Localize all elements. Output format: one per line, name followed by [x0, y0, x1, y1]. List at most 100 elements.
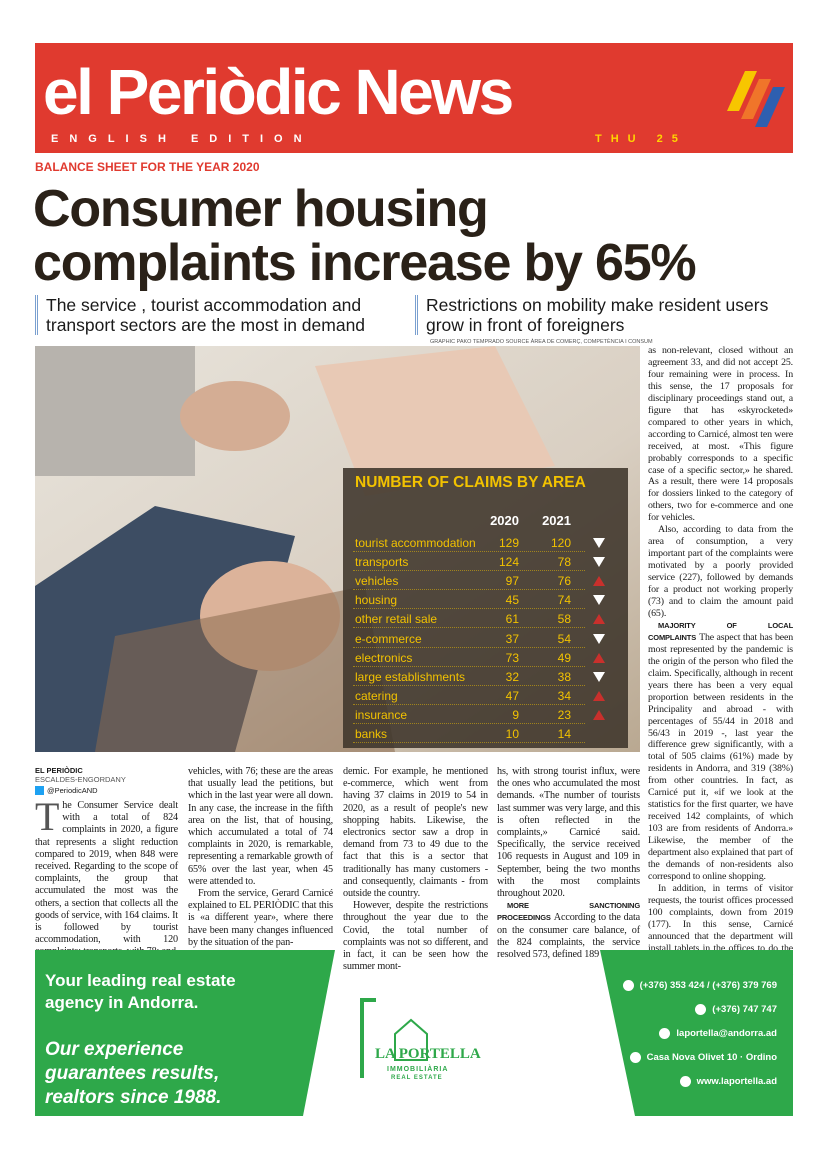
trend-arrow	[593, 690, 605, 701]
value-2021: 76	[557, 574, 571, 589]
paragraph-text: From the service, Gerard Carnicé explain…	[188, 888, 333, 948]
column-header: 2021	[542, 513, 571, 528]
brand: LA PORTELLA	[375, 1046, 481, 1062]
contact-text: Casa Nova Olivet 10 · Ordino	[646, 1052, 777, 1063]
value-2021: 78	[557, 555, 571, 570]
area-label: vehicles	[355, 574, 399, 589]
row-divider	[353, 742, 585, 743]
lead-in: MAJORITY OF LOCAL COMPLAINTS	[648, 620, 793, 642]
paragraph: MAJORITY OF LOCAL COMPLAINTS The aspect t…	[648, 620, 793, 883]
contact-text: (+376) 353 424 / (+376) 379 769	[639, 980, 777, 991]
headline: complaints increase by 65%	[33, 234, 697, 292]
kicker: BALANCE SHEET FOR THE YEAR 2020	[35, 160, 260, 174]
logo-stripes	[727, 71, 785, 127]
paragraph-text: According to the data on the consumer ca…	[497, 912, 640, 961]
row-divider	[353, 589, 585, 591]
masthead-title: el Periòdic News	[43, 56, 514, 128]
paragraph: demic. For example, he mentioned e-comme…	[343, 766, 488, 900]
paragraph-text: as non-relevant, closed without an agree…	[648, 345, 793, 524]
masthead: el Periòdic News ENGLISH EDITION THU 25	[35, 43, 793, 153]
contact: laportella@andorra.ad	[659, 1028, 777, 1039]
ad-claim: Our experience guarantees results, realt…	[45, 1039, 222, 1108]
paragraph-text: However, despite the restrictions throug…	[343, 900, 488, 973]
value-2021: 14	[557, 727, 571, 741]
subhead: The service , tourist accommodation and …	[35, 295, 395, 335]
row-divider	[353, 722, 585, 724]
brand-sub: REAL ESTATE	[391, 1075, 443, 1081]
value-2021: 38	[557, 669, 571, 684]
value-2020: 61	[505, 612, 519, 627]
paragraph-text: The aspect that has been most represente…	[648, 631, 793, 882]
value-2020: 37	[505, 631, 519, 646]
trend-arrow	[593, 557, 605, 568]
subhead: Restrictions on mobility make resident u…	[415, 295, 795, 335]
trend-arrow	[593, 709, 605, 720]
claims-table: NUMBER OF CLAIMS BY AREA 2020 2021 tourist …	[343, 468, 628, 748]
area-label: banks	[355, 727, 388, 741]
lead-in: MORE SANCTIONING PROCEEDINGS	[497, 901, 640, 923]
column-header: 2020	[490, 513, 519, 528]
byline: EL PERIÒDIC ESCALDES-ENGORDANY @Periodic…	[35, 766, 178, 795]
twitter-icon	[35, 786, 44, 795]
trend-arrow	[593, 538, 605, 548]
value-2020: 124	[498, 555, 519, 570]
row-divider	[353, 703, 585, 705]
contact-icon	[622, 980, 634, 991]
value-2021: 58	[557, 612, 571, 627]
trend-arrow	[593, 652, 605, 663]
area-label: housing	[355, 593, 398, 608]
paragraph: as non-relevant, closed without an agree…	[648, 345, 793, 524]
graphic-credit: GRAPHIC PAKO TEMPRADO SOURCE ÀREA DE COM…	[430, 339, 653, 345]
area-label: tourist accommodation	[355, 536, 476, 550]
trend-arrow	[593, 576, 605, 587]
paragraph-text: The Consumer Service dealt with a total …	[35, 794, 178, 957]
value-2021: 23	[557, 707, 571, 722]
value-2020: 45	[505, 593, 519, 608]
trend-arrow	[593, 671, 605, 682]
article-column: vehicles, with 76; these are the areas t…	[188, 766, 333, 949]
row-divider	[353, 551, 585, 552]
contact-icon	[695, 1004, 707, 1015]
contact-icon	[629, 1052, 641, 1063]
paragraph-text: vehicles, with 76; these are the areas t…	[188, 766, 333, 887]
area-label: electronics	[355, 650, 413, 665]
trend-arrow	[593, 633, 605, 644]
edition: ENGLISH EDITION	[51, 133, 313, 145]
value-2020: 47	[505, 688, 519, 703]
contact-text: (+376) 747 747	[712, 1004, 777, 1015]
contact-icon	[679, 1076, 691, 1087]
trend-arrow	[593, 614, 605, 625]
date: THU 25	[595, 133, 687, 145]
value-2020: 97	[505, 574, 519, 589]
contact-text: laportella@andorra.ad	[676, 1028, 777, 1039]
headline: Consumer housing	[33, 180, 489, 238]
area-label: transports	[355, 555, 409, 570]
value-2021: 54	[557, 631, 571, 646]
area-label: large establishments	[355, 669, 466, 684]
paragraph-text: demic. For example, he mentioned e-comme…	[343, 766, 488, 900]
value-2021: 34	[557, 688, 571, 703]
trend-arrow	[593, 595, 605, 606]
brand-sub: IMMOBILIÀRIA	[387, 1066, 449, 1073]
value-2021: 49	[557, 650, 571, 665]
value-2020: 32	[505, 669, 519, 684]
contact: (+376) 747 747	[695, 1004, 777, 1015]
paragraph: vehicles, with 76; these are the areas t…	[188, 766, 333, 888]
row-divider	[353, 627, 585, 629]
value-2021: 74	[557, 593, 571, 608]
paragraph: Also, according to data from the area of…	[648, 524, 793, 620]
row-divider	[353, 665, 585, 667]
paragraph: However, despite the restrictions throug…	[343, 900, 488, 973]
paragraph: hs, with strong tourist influx, were the…	[497, 766, 640, 900]
contact: www.laportella.ad	[679, 1076, 777, 1087]
author: EL PERIÒDIC	[35, 766, 83, 775]
row-divider	[353, 684, 585, 686]
value-2020: 129	[498, 536, 519, 550]
paragraph: The Consumer Service dealt with a total …	[35, 794, 178, 959]
paragraph: MORE SANCTIONING PROCEEDINGS According to…	[497, 900, 640, 961]
article-column: hs, with strong tourist influx, were the…	[497, 766, 640, 961]
area-label: other retail sale	[355, 612, 438, 627]
ad-tagline: Your leading real estate agency in Andor…	[45, 971, 236, 1012]
article-column: The Consumer Service dealt with a total …	[35, 794, 178, 959]
